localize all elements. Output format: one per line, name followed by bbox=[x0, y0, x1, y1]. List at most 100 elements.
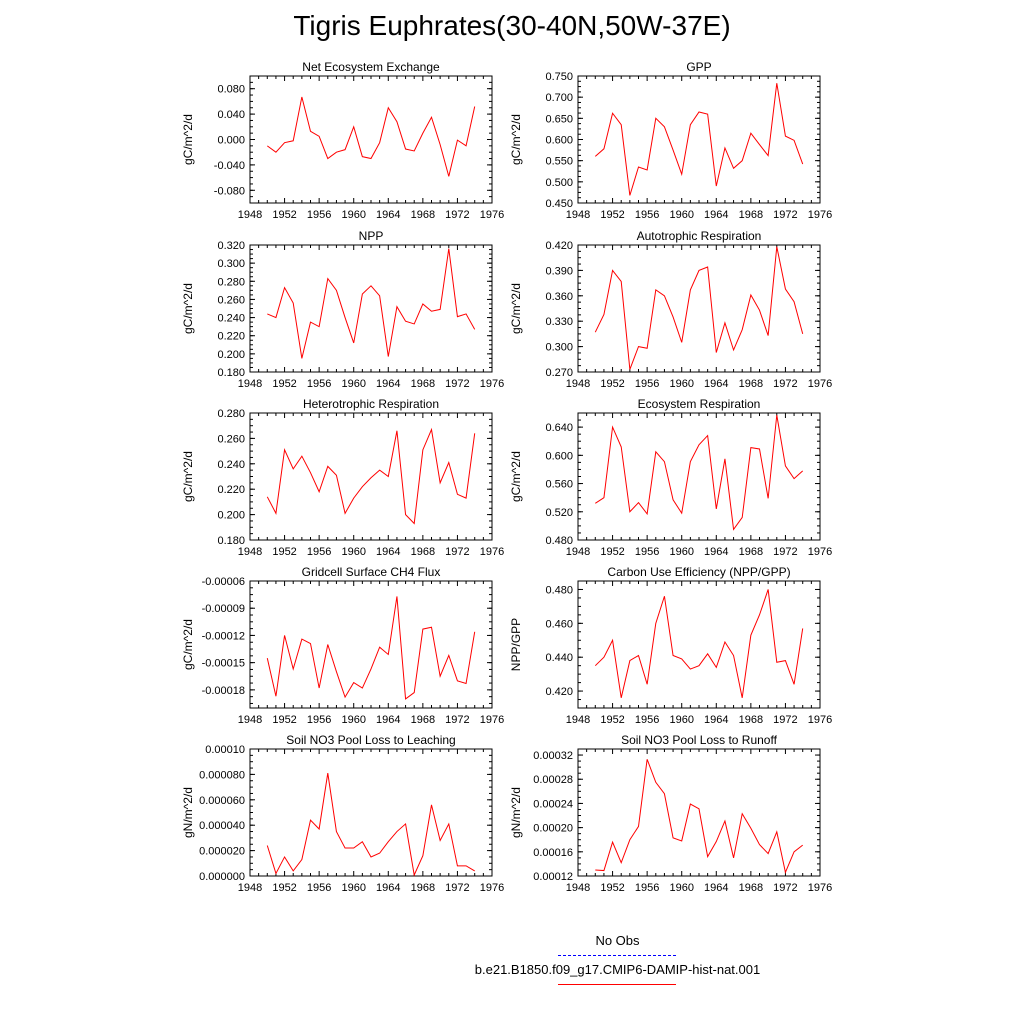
panel-2-x-tick-label: 1960 bbox=[669, 209, 693, 221]
panel-8-frame bbox=[577, 580, 821, 709]
panel-10-title: Soil NO3 Pool Loss to Runoff bbox=[621, 733, 778, 747]
panel-4-y-tick-label: 0.420 bbox=[545, 240, 573, 252]
panel-5-x-tick-label: 1964 bbox=[376, 546, 400, 558]
panel-7-y-tick-label: -0.00015 bbox=[202, 658, 245, 670]
panel-8-y-tick-label: 0.420 bbox=[545, 686, 573, 698]
panel-3-y-tick-label: 0.240 bbox=[217, 313, 245, 325]
panel-5-title: Heterotrophic Respiration bbox=[303, 397, 439, 411]
panel-7-y-tick-label: -0.00012 bbox=[202, 630, 245, 642]
panel-10-x-tick-label: 1956 bbox=[635, 882, 659, 894]
panel-3-x-tick-label: 1964 bbox=[376, 378, 400, 390]
panel-3-x-tick-label: 1976 bbox=[480, 378, 504, 390]
panel-8-x-tick-label: 1952 bbox=[600, 714, 624, 726]
panel-7-y-tick-label: -0.00006 bbox=[202, 576, 245, 588]
panel-6-x-tick-label: 1972 bbox=[773, 546, 797, 558]
panel-2-x-tick-label: 1964 bbox=[704, 209, 728, 221]
panel-3-y-tick-label: 0.200 bbox=[217, 349, 245, 361]
panel-4-x-tick-label: 1956 bbox=[635, 378, 659, 390]
panel-4-x-tick-label: 1952 bbox=[600, 378, 624, 390]
panel-4-x-tick-label: 1960 bbox=[669, 378, 693, 390]
panel-5-y-tick-label: 0.200 bbox=[217, 510, 245, 522]
panel-1-y-axis-label: gC/m^2/d bbox=[181, 114, 195, 165]
panel-4-y-tick-label: 0.300 bbox=[545, 342, 573, 354]
panel-1-y-tick-label: -0.040 bbox=[214, 160, 245, 172]
panel-6-y-tick-label: 0.600 bbox=[545, 450, 573, 462]
panel-4-y-axis-label: gC/m^2/d bbox=[509, 283, 523, 334]
panel-8-x-tick-label: 1972 bbox=[773, 714, 797, 726]
panel-7-series-line bbox=[266, 596, 476, 700]
panel-3-x-tick-label: 1968 bbox=[411, 378, 435, 390]
panel-8-y-tick-label: 0.480 bbox=[545, 584, 573, 596]
panel-8-x-tick-label: 1968 bbox=[739, 714, 763, 726]
panel-9-y-tick-label: 0.000080 bbox=[199, 769, 245, 781]
panel-5-y-tick-label: 0.280 bbox=[217, 408, 245, 420]
panel-1-x-tick-label: 1968 bbox=[411, 209, 435, 221]
panel-7-x-tick-label: 1952 bbox=[272, 714, 296, 726]
panel-7-x-tick-label: 1968 bbox=[411, 714, 435, 726]
panel-10-x-tick-label: 1948 bbox=[566, 882, 590, 894]
panel-1-y-tick-label: 0.000 bbox=[217, 135, 245, 147]
panel-4-x-tick-label: 1968 bbox=[739, 378, 763, 390]
panel-9-series-line bbox=[266, 773, 475, 877]
panel-5-x-tick-label: 1952 bbox=[272, 546, 296, 558]
legend-obs-label: No Obs bbox=[595, 933, 640, 948]
panel-1-frame bbox=[249, 75, 493, 204]
panel-1-y-tick-label: 0.080 bbox=[217, 84, 245, 96]
panel-8-y-tick-label: 0.440 bbox=[545, 652, 573, 664]
panel-10-series-line bbox=[595, 759, 804, 875]
panel-1-x-tick-label: 1948 bbox=[238, 209, 262, 221]
panel-5-y-tick-label: 0.240 bbox=[217, 459, 245, 471]
panel-10-x-tick-label: 1976 bbox=[808, 882, 832, 894]
panel-4-x-tick-label: 1964 bbox=[704, 378, 728, 390]
panel-10-y-tick-label: 0.00024 bbox=[533, 798, 573, 810]
panel-8-series-line bbox=[594, 589, 804, 698]
panel-10-y-axis-label: gN/m^2/d bbox=[509, 787, 523, 838]
panel-1-x-tick-label: 1976 bbox=[480, 209, 504, 221]
panel-6-x-tick-label: 1976 bbox=[808, 546, 832, 558]
legend-model-label: b.e21.B1850.f09_g17.CMIP6-DAMIP-hist-nat… bbox=[474, 962, 761, 977]
panel-1-y-tick-label: 0.040 bbox=[217, 109, 245, 121]
panel-10-y-tick-label: 0.00016 bbox=[533, 847, 573, 859]
panel-3-x-tick-label: 1952 bbox=[272, 378, 296, 390]
panel-4-x-tick-label: 1976 bbox=[808, 378, 832, 390]
panel-3-y-tick-label: 0.260 bbox=[217, 294, 245, 306]
panel-5-series-line bbox=[266, 427, 476, 525]
panel-2-y-tick-label: 0.750 bbox=[545, 71, 573, 83]
panel-6-x-tick-label: 1960 bbox=[669, 546, 693, 558]
panel-2-y-axis-label: gC/m^2/d bbox=[509, 114, 523, 165]
panel-8-x-tick-label: 1964 bbox=[704, 714, 728, 726]
panel-4-y-tick-label: 0.390 bbox=[545, 265, 573, 277]
panel-4-title: Autotrophic Respiration bbox=[637, 229, 762, 243]
panel-5-y-tick-label: 0.180 bbox=[217, 535, 245, 547]
panel-9-x-tick-label: 1960 bbox=[341, 882, 365, 894]
panel-5-frame bbox=[249, 412, 493, 541]
panel-2-y-tick-label: 0.650 bbox=[545, 113, 573, 125]
panel-7-x-tick-label: 1964 bbox=[376, 714, 400, 726]
panel-2-x-tick-label: 1948 bbox=[566, 209, 590, 221]
panel-1-x-tick-label: 1952 bbox=[272, 209, 296, 221]
panel-10-y-tick-label: 0.00020 bbox=[533, 823, 573, 835]
panel-3-y-tick-label: 0.180 bbox=[217, 367, 245, 379]
panel-5-x-tick-label: 1948 bbox=[238, 546, 262, 558]
panel-8-y-tick-label: 0.460 bbox=[545, 618, 573, 630]
panel-1-x-tick-label: 1956 bbox=[307, 209, 331, 221]
panel-2-y-tick-label: 0.500 bbox=[545, 177, 573, 189]
panel-10-frame bbox=[577, 748, 821, 877]
panel-3-y-tick-label: 0.300 bbox=[217, 258, 245, 270]
panel-2-y-tick-label: 0.700 bbox=[545, 92, 573, 104]
panel-4-series-line bbox=[594, 246, 804, 370]
panel-6-x-tick-label: 1952 bbox=[600, 546, 624, 558]
panel-2-series-line bbox=[594, 83, 804, 196]
panel-10-x-tick-label: 1972 bbox=[773, 882, 797, 894]
panel-6-y-axis-label: gC/m^2/d bbox=[509, 451, 523, 502]
panel-1-x-tick-label: 1972 bbox=[445, 209, 469, 221]
panel-7-y-tick-label: -0.00009 bbox=[202, 603, 245, 615]
panel-4-x-tick-label: 1948 bbox=[566, 378, 590, 390]
panel-1-x-tick-label: 1960 bbox=[341, 209, 365, 221]
panel-5-y-tick-label: 0.260 bbox=[217, 433, 245, 445]
panel-6-x-tick-label: 1948 bbox=[566, 546, 590, 558]
panel-3-series-line bbox=[267, 248, 476, 359]
panel-3-x-tick-label: 1956 bbox=[307, 378, 331, 390]
panel-6-x-tick-label: 1968 bbox=[739, 546, 763, 558]
